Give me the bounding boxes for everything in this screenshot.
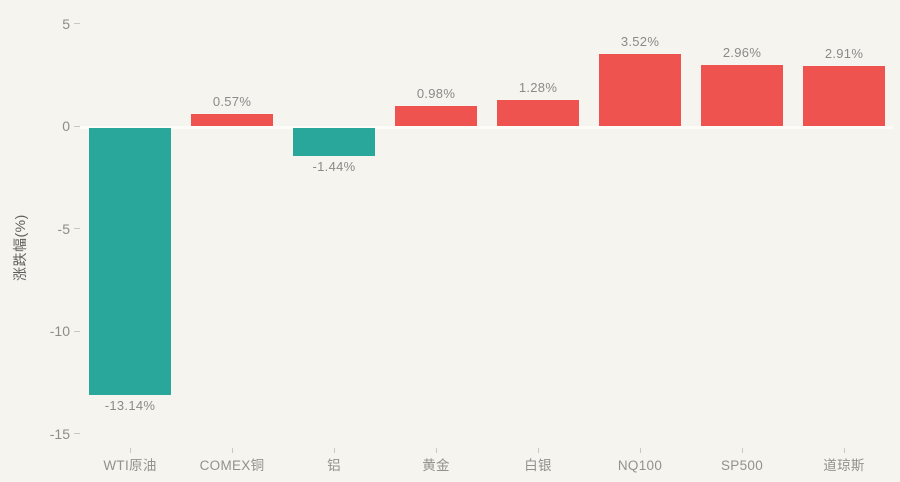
y-tick-label: 5 — [62, 15, 70, 32]
bar-value-label: -13.14% — [104, 398, 156, 414]
x-category-label: COMEX铜 — [199, 458, 265, 473]
bar-黄金 — [395, 105, 477, 126]
bar-SP500 — [701, 65, 783, 126]
x-tick-mark — [537, 448, 539, 453]
bar-value-label: 2.91% — [824, 46, 864, 62]
bar-value-label: 3.52% — [620, 33, 660, 49]
y-tick-label: -10 — [49, 323, 70, 339]
bar-NQ100 — [599, 53, 681, 126]
x-category-label: NQ100 — [617, 458, 663, 473]
x-tick-mark — [741, 448, 743, 453]
x-category-label: 铝 — [327, 458, 341, 473]
y-tick-mark — [74, 228, 80, 229]
bar-COMEX铜 — [191, 114, 273, 126]
x-tick-mark — [435, 448, 437, 453]
bar-value-label: 2.96% — [722, 45, 762, 61]
x-tick-mark — [843, 448, 845, 453]
y-tick-label: -5 — [57, 220, 70, 237]
x-category-label: 道琼斯 — [823, 458, 865, 473]
x-tick-mark — [333, 448, 335, 453]
x-category-label: 白银 — [524, 458, 552, 473]
x-tick-mark — [231, 448, 233, 453]
bar-value-label: 0.57% — [212, 94, 252, 110]
zero-baseline — [80, 126, 893, 129]
bar-value-label: -1.44% — [312, 158, 356, 174]
x-category-label: SP500 — [720, 458, 764, 473]
bar-白银 — [497, 99, 579, 126]
bar-value-label: 0.98% — [416, 85, 456, 101]
x-tick-mark — [129, 448, 131, 453]
x-category-label: 黄金 — [422, 458, 450, 473]
x-tick-mark — [639, 448, 641, 453]
y-tick-mark — [74, 23, 80, 24]
bar-铝 — [293, 128, 375, 156]
y-tick-mark — [74, 330, 80, 332]
y-tick-mark — [74, 433, 80, 434]
bar-道琼斯 — [803, 66, 885, 126]
bar-value-label: 1.28% — [518, 79, 558, 95]
x-category-label: WTI原油 — [103, 458, 157, 473]
y-tick-label: -15 — [49, 425, 70, 442]
y-tick-label: 0 — [62, 118, 70, 134]
y-tick-mark — [74, 125, 80, 127]
bar-WTI原油 — [89, 128, 171, 396]
